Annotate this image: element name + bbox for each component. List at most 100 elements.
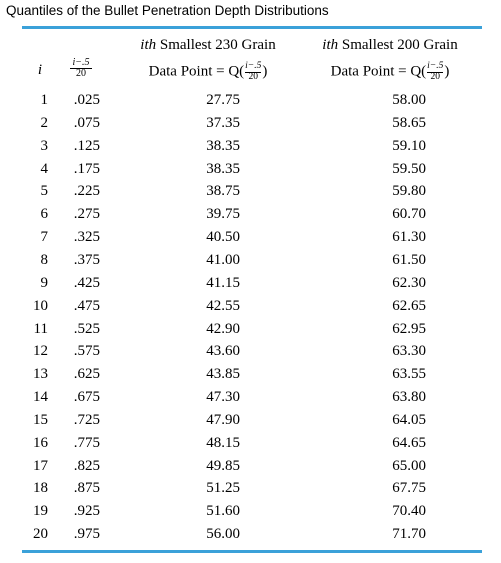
header-230-title: Smallest 230 Grain [156, 37, 276, 53]
row-index: 11 [26, 321, 48, 338]
header-230-datapoint: Data Point = Q( [149, 63, 245, 79]
row-proportion: .875 [60, 480, 100, 497]
bottom-rule [22, 550, 482, 553]
table-row: 1 .025 27.75 58.00 [0, 92, 501, 114]
row-230-grain: 48.15 [180, 435, 240, 452]
table-row: 14 .675 47.30 63.80 [0, 389, 501, 411]
header-200-line1: ith Smallest 200 Grain [306, 37, 474, 54]
row-200-grain: 59.10 [366, 138, 426, 155]
row-index: 10 [26, 298, 48, 315]
row-index: 3 [26, 138, 48, 155]
row-proportion: .825 [60, 458, 100, 475]
row-230-grain: 41.00 [180, 252, 240, 269]
table-row: 20 .975 56.00 71.70 [0, 526, 501, 548]
header-200-line2: Data Point = Q(i−.5 20) [306, 62, 474, 82]
row-proportion: .025 [60, 92, 100, 109]
row-230-grain: 47.30 [180, 389, 240, 406]
row-proportion: .425 [60, 275, 100, 292]
row-200-grain: 62.65 [366, 298, 426, 315]
row-230-grain: 43.85 [180, 366, 240, 383]
header-230-line2: Data Point = Q(i−.5 20) [124, 62, 292, 82]
row-200-grain: 59.80 [366, 183, 426, 200]
header-230-close: ) [262, 63, 267, 79]
row-200-grain: 61.50 [366, 252, 426, 269]
row-index: 2 [26, 115, 48, 132]
header-230-fraction-den: 20 [249, 73, 259, 83]
table-row: 2 .075 37.35 58.65 [0, 115, 501, 137]
header-230-fraction-num: i−.5 [245, 62, 261, 73]
header-200-title: Smallest 200 Grain [338, 37, 458, 53]
row-index: 15 [26, 412, 48, 429]
header-230-line1: ith Smallest 230 Grain [124, 37, 292, 54]
row-200-grain: 58.00 [366, 92, 426, 109]
row-230-grain: 39.75 [180, 206, 240, 223]
table-row: 15 .725 47.90 64.05 [0, 412, 501, 434]
row-200-grain: 62.95 [366, 321, 426, 338]
row-proportion: .675 [60, 389, 100, 406]
row-index: 4 [26, 161, 48, 178]
row-proportion: .775 [60, 435, 100, 452]
table-row: 7 .325 40.50 61.30 [0, 229, 501, 251]
row-proportion: .575 [60, 343, 100, 360]
header-200-fraction: i−.5 20 [427, 62, 443, 82]
row-200-grain: 63.55 [366, 366, 426, 383]
row-index: 18 [26, 480, 48, 497]
header-fraction: i−.5 20 [62, 58, 100, 79]
table-row: 10 .475 42.55 62.65 [0, 298, 501, 320]
row-proportion: .475 [60, 298, 100, 315]
header-200-fraction-den: 20 [431, 73, 441, 83]
row-index: 5 [26, 183, 48, 200]
row-proportion: .075 [60, 115, 100, 132]
row-proportion: .175 [60, 161, 100, 178]
table-row: 12 .575 43.60 63.30 [0, 343, 501, 365]
row-index: 1 [26, 92, 48, 109]
row-230-grain: 47.90 [180, 412, 240, 429]
row-230-grain: 40.50 [180, 229, 240, 246]
row-proportion: .625 [60, 366, 100, 383]
table-row: 8 .375 41.00 61.50 [0, 252, 501, 274]
row-200-grain: 63.30 [366, 343, 426, 360]
table-row: 16.775 48.15 64.65 [0, 435, 501, 457]
row-230-grain: 37.35 [180, 115, 240, 132]
row-200-grain: 58.65 [366, 115, 426, 132]
row-230-grain: 51.25 [180, 480, 240, 497]
row-230-grain: 43.60 [180, 343, 240, 360]
row-230-grain: 38.75 [180, 183, 240, 200]
row-index: 19 [26, 503, 48, 520]
row-index: 20 [26, 526, 48, 543]
row-230-grain: 38.35 [180, 138, 240, 155]
row-proportion: .925 [60, 503, 100, 520]
row-230-grain: 27.75 [180, 92, 240, 109]
header-200-close: ) [444, 63, 449, 79]
row-proportion: .325 [60, 229, 100, 246]
row-200-grain: 64.05 [366, 412, 426, 429]
table-row: 9.425 41.15 62.30 [0, 275, 501, 297]
row-proportion: .125 [60, 138, 100, 155]
row-index: 12 [26, 343, 48, 360]
row-230-grain: 41.15 [180, 275, 240, 292]
table-row: 18 .875 51.25 67.75 [0, 480, 501, 502]
row-230-grain: 38.35 [180, 161, 240, 178]
row-proportion: .525 [60, 321, 100, 338]
row-proportion: .725 [60, 412, 100, 429]
table-row: 11 .525 42.90 62.95 [0, 321, 501, 343]
row-230-grain: 42.90 [180, 321, 240, 338]
table-row: 4 .175 38.35 59.50 [0, 161, 501, 183]
row-proportion: .225 [60, 183, 100, 200]
row-200-grain: 63.80 [366, 389, 426, 406]
header-fraction-denominator: 20 [76, 69, 86, 79]
row-index: 7 [26, 229, 48, 246]
header-230-ith: ith [140, 37, 156, 53]
row-230-grain: 49.85 [180, 458, 240, 475]
row-230-grain: 51.60 [180, 503, 240, 520]
header-200-ith: ith [322, 37, 338, 53]
table-row: 6 .275 39.75 60.70 [0, 206, 501, 228]
row-index: 13 [26, 366, 48, 383]
row-200-grain: 70.40 [366, 503, 426, 520]
header-200-datapoint: Data Point = Q( [331, 63, 427, 79]
row-index: 8 [26, 252, 48, 269]
row-230-grain: 56.00 [180, 526, 240, 543]
row-index: 6 [26, 206, 48, 223]
table-row: 13 .625 43.85 63.55 [0, 366, 501, 388]
row-index: 14 [26, 389, 48, 406]
